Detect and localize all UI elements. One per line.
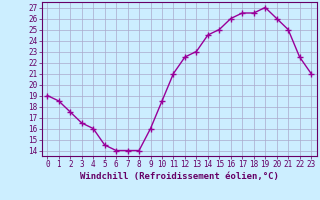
X-axis label: Windchill (Refroidissement éolien,°C): Windchill (Refroidissement éolien,°C) <box>80 172 279 181</box>
